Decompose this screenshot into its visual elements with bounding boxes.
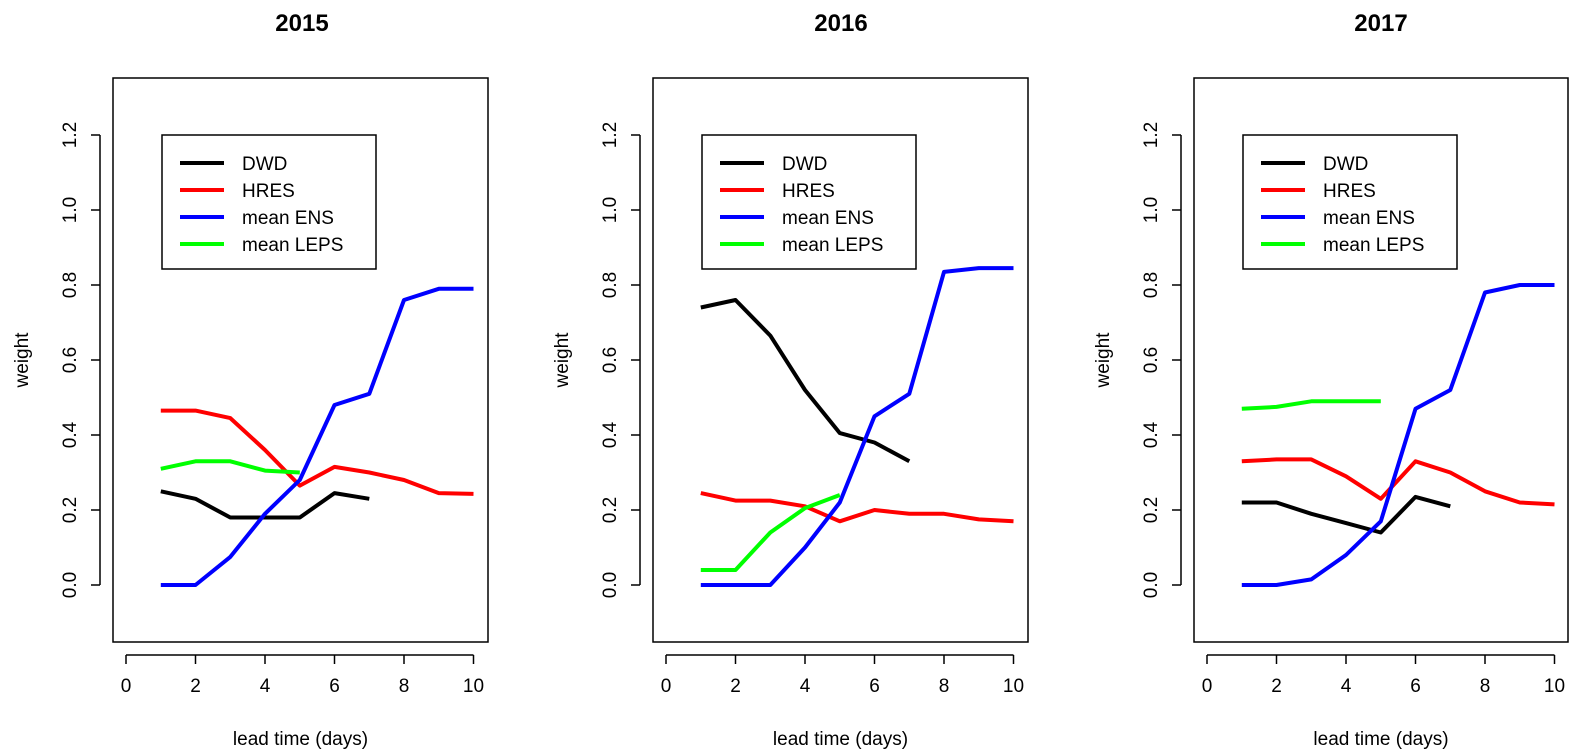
legend: DWD HRES mean ENS mean LEPS [1242,134,1458,270]
y-axis-label: weight [12,332,33,389]
y-axis-label: weight [1093,332,1114,389]
chart-panel-2017: 2017 0 2 4 6 8 10 0.0 0.2 0.4 0.6 0.8 1.0 1.2 lead tim… [1093,10,1569,750]
series-line-mean-ens [700,266,1014,587]
x-tick-label: 10 [463,676,484,697]
x-tick-label: 8 [939,676,950,697]
legend-label: DWD [1323,154,1368,175]
x-tick-label: 6 [329,676,340,697]
x-tick-label: 0 [661,676,672,697]
legend-box [1242,134,1458,270]
y-tick-label: 0.8 [600,272,621,298]
series-line-hres [700,491,1014,524]
legend: DWD HRES mean ENS mean LEPS [161,134,377,270]
series-line-mean-ens [160,286,474,587]
series-group [1241,283,1555,587]
y-tick-label: 0.6 [600,347,621,373]
series-line-mean-ens [1241,283,1555,587]
legend-label: DWD [782,154,827,175]
y-tick-label: 0.4 [60,421,81,448]
chart-panel-2016: 2016 0 2 4 6 8 10 0.0 0.2 0.4 0.6 0.8 1.0 1.2 lead tim… [552,10,1029,750]
y-tick-label: 0.2 [1141,497,1162,523]
y-tick-label: 1.0 [600,197,621,223]
series-line-hres [1241,457,1555,507]
plot-frame [652,77,1029,643]
legend-box [161,134,377,270]
legend-label: HRES [1323,181,1376,202]
legend-label: mean LEPS [1323,235,1424,256]
legend-label: mean LEPS [242,235,343,256]
x-tick-label: 4 [1341,676,1352,697]
y-tick-label: 0.8 [1141,272,1162,298]
x-tick-label: 6 [1410,676,1421,697]
y-tick-label: 1.0 [60,197,81,223]
x-tick-label: 0 [121,676,132,697]
legend: DWD HRES mean ENS mean LEPS [701,134,917,270]
series-line-dwd [700,298,911,464]
chart-title: 2015 [275,10,328,37]
x-tick-label: 0 [1202,676,1213,697]
y-tick-label: 0.8 [60,272,81,298]
legend-label: mean LEPS [782,235,883,256]
plot-frame [112,77,489,643]
y-tick-label: 1.2 [600,122,621,148]
chart-title: 2017 [1354,10,1407,37]
y-tick-label: 0.2 [600,497,621,523]
legend-box [701,134,917,270]
y-tick-label: 1.0 [1141,197,1162,223]
y-tick-label: 1.2 [60,122,81,148]
legend-label: HRES [782,181,835,202]
x-tick-label: 2 [730,676,741,697]
series-line-dwd [160,489,370,520]
series-line-mean-leps [160,459,300,475]
x-tick-label: 6 [869,676,880,697]
x-tick-label: 2 [190,676,201,697]
x-tick-label: 4 [800,676,811,697]
y-tick-label: 0.4 [600,421,621,448]
x-tick-label: 4 [260,676,271,697]
y-tick-label: 0.0 [1141,572,1162,598]
legend-label: HRES [242,181,295,202]
x-tick-label: 2 [1271,676,1282,697]
x-axis-label: lead time (days) [773,729,908,750]
series-line-mean-leps [1241,399,1381,411]
y-tick-label: 0.6 [60,347,81,373]
y-tick-label: 0.0 [600,572,621,598]
y-tick-label: 0.0 [60,572,81,598]
x-tick-label: 10 [1003,676,1024,697]
chart-title: 2016 [814,10,867,37]
legend-label: mean ENS [242,208,334,229]
series-line-dwd [1241,494,1451,535]
series-group [160,286,474,587]
chart-panel-2015: 2015 0 2 4 6 8 10 0.0 0.2 0.4 0.6 0.8 1.0 1.2 lead tim… [12,10,489,750]
plot-frame [1193,77,1569,643]
x-tick-label: 8 [1480,676,1491,697]
x-tick-label: 8 [399,676,410,697]
series-line-mean-leps [700,493,841,572]
x-axis-label: lead time (days) [233,729,368,750]
y-axis-label: weight [552,332,573,389]
series-group [700,266,1014,587]
legend-label: mean ENS [1323,208,1415,229]
x-axis-label: lead time (days) [1313,729,1448,750]
legend-label: mean ENS [782,208,874,229]
y-tick-label: 0.2 [60,497,81,523]
y-tick-label: 1.2 [1141,122,1162,148]
y-tick-label: 0.4 [1141,421,1162,448]
y-tick-label: 0.6 [1141,347,1162,373]
series-line-hres [160,408,474,496]
legend-label: DWD [242,154,287,175]
x-tick-label: 10 [1544,676,1565,697]
